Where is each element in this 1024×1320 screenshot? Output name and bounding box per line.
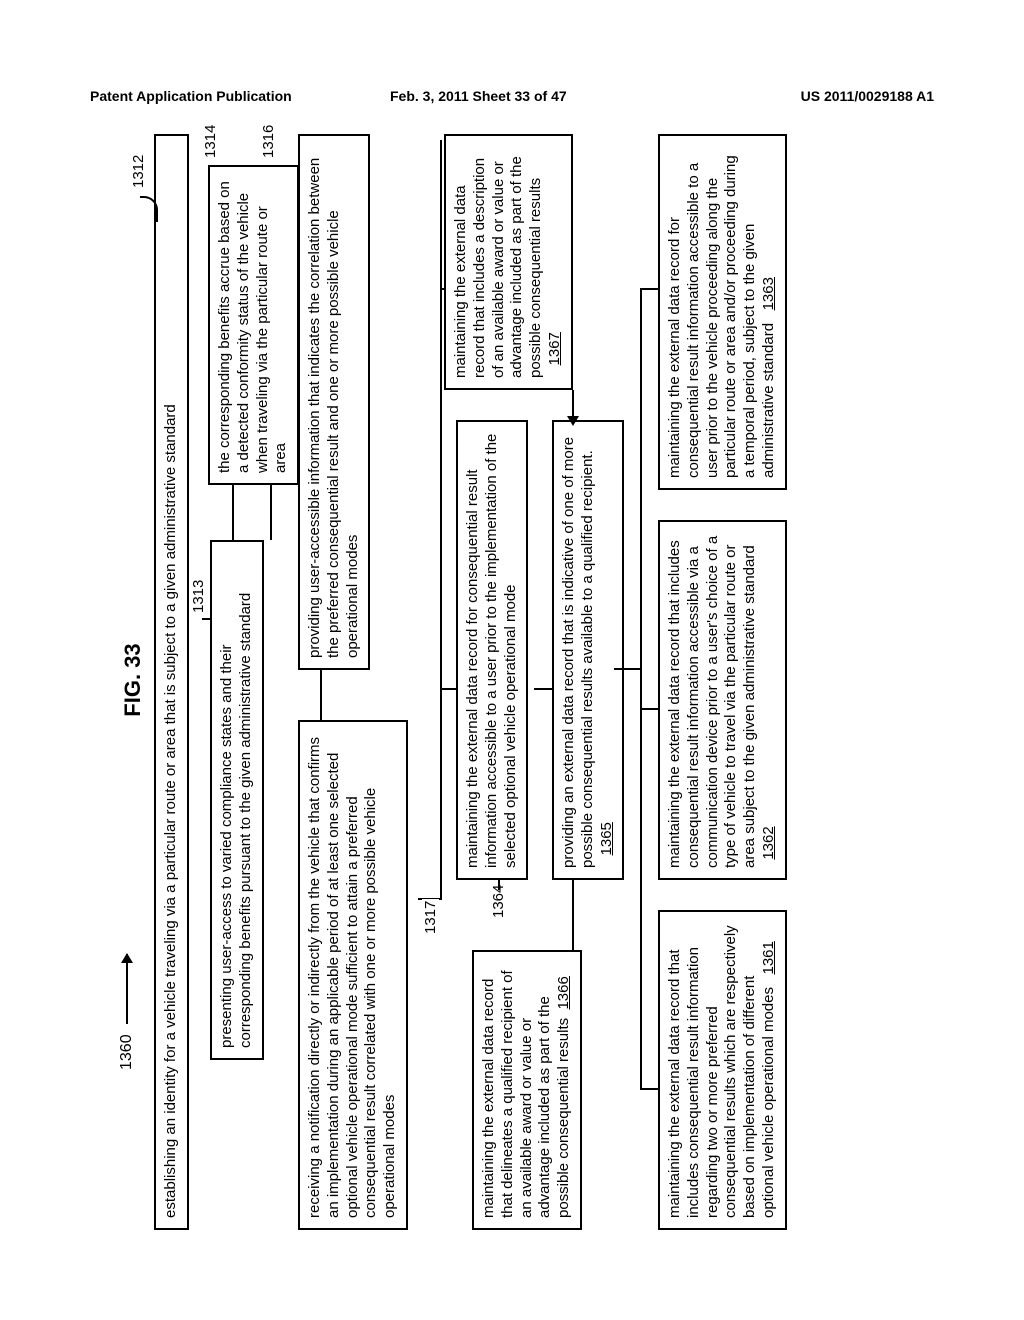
connector-1366-1365 (572, 880, 574, 950)
box-1364: maintaining the external data record for… (456, 420, 528, 880)
box-1316b: providing user-accessible information th… (298, 134, 370, 670)
bus-bottom (640, 290, 642, 1090)
header-right: US 2011/0029188 A1 (801, 88, 934, 104)
arrow-icon (126, 954, 128, 1024)
drop-1363 (640, 288, 658, 290)
ref-1367-inline: 1367 (546, 332, 563, 365)
ref-1312: 1312 (130, 153, 147, 190)
ref-1313: 1313 (190, 578, 207, 615)
header-left: Patent Application Publication (90, 88, 292, 104)
box-1363: maintaining the external data record for… (658, 134, 787, 490)
leader-1364 (498, 878, 500, 890)
box-1361: maintaining the external data record tha… (658, 910, 787, 1230)
ref-1363-inline: 1363 (760, 277, 777, 310)
header-mid: Feb. 3, 2011 Sheet 33 of 47 (390, 88, 567, 104)
box-1366: maintaining the external data record tha… (472, 950, 582, 1230)
figure-diagram: FIG. 33 1360 establishing an identity fo… (120, 130, 900, 1230)
ref-1361-inline: 1361 (760, 941, 777, 974)
ref-1365-inline: 1365 (598, 822, 615, 855)
drop-1364 (440, 688, 456, 690)
box-1362-text: maintaining the external data record tha… (666, 536, 758, 868)
box-1367: maintaining the external data record tha… (444, 134, 573, 390)
leader-1313 (202, 618, 212, 620)
bus-1317-top (440, 140, 442, 900)
connector-1364-1365 (534, 688, 552, 690)
box-1314: the corresponding benefits accrue based … (208, 165, 299, 485)
box-1367-text: maintaining the external data record tha… (452, 156, 544, 378)
ref-1360: 1360 (118, 954, 136, 1070)
connector-1313-1316b (270, 485, 272, 540)
box-1313: presenting user-access to varied complia… (210, 540, 264, 1060)
connector-1365-down (614, 668, 640, 670)
box-1362: maintaining the external data record tha… (658, 520, 787, 880)
connector-1313-1314 (232, 485, 234, 540)
drop-1362 (640, 708, 658, 710)
box-1316: receiving a notification directly or ind… (298, 720, 408, 1230)
drop-1361 (640, 1088, 658, 1090)
arrowhead-1367-1365 (567, 416, 579, 426)
box-1363-text: maintaining the external data record for… (666, 155, 777, 478)
connector-1316-1316b (320, 670, 322, 720)
ref-1362-inline: 1362 (760, 826, 777, 859)
box-1312: establishing an identity for a vehicle t… (154, 134, 189, 1230)
box-1365-text: providing an external data record that i… (560, 437, 596, 868)
ref-1317: 1317 (422, 899, 439, 936)
box-1365: providing an external data record that i… (552, 420, 624, 880)
ref-1366-inline: 1366 (555, 976, 572, 1009)
ref-1360-label: 1360 (118, 1034, 135, 1070)
ref-1314: 1314 (202, 123, 219, 160)
ref-1316: 1316 (260, 123, 277, 160)
